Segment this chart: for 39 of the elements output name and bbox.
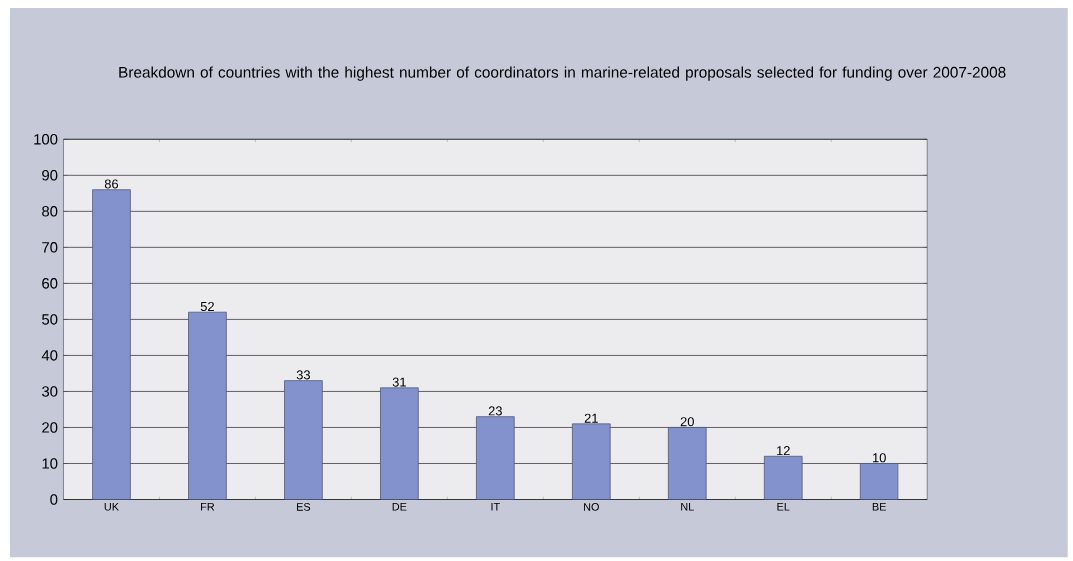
data-label: 23 bbox=[488, 406, 502, 416]
data-label: 10 bbox=[873, 453, 886, 463]
data-label: 52 bbox=[200, 301, 214, 311]
x-tick-label: NL bbox=[681, 502, 694, 511]
y-tick-label: 10 bbox=[42, 458, 58, 469]
chart-title: Breakdown of countries with the highest number of coordinators in marine-related proposals selected for funding over 2007-2008 bbox=[119, 66, 1006, 81]
bar bbox=[859, 462, 899, 500]
y-tick-label: 40 bbox=[41, 350, 58, 361]
x-tick-label: UK bbox=[104, 502, 119, 511]
x-tick-label: DE bbox=[392, 502, 407, 511]
y-tick-label: 90 bbox=[42, 169, 58, 181]
data-label: 12 bbox=[777, 445, 790, 455]
x-tick-label: NO bbox=[584, 502, 599, 511]
y-tick-label: 0 bbox=[50, 494, 58, 505]
bar bbox=[476, 416, 515, 500]
y-tick-label: 30 bbox=[42, 386, 58, 397]
data-label: 86 bbox=[104, 179, 119, 189]
x-tick-label: FR bbox=[201, 502, 215, 511]
y-tick-label: 100 bbox=[34, 133, 58, 145]
bar bbox=[667, 426, 707, 500]
y-tick-label: 70 bbox=[42, 242, 58, 253]
x-tick-label: EL bbox=[777, 502, 790, 511]
y-tick-label: 80 bbox=[42, 205, 58, 217]
data-label: 21 bbox=[584, 413, 598, 423]
bar bbox=[763, 455, 803, 500]
bar bbox=[92, 189, 131, 500]
x-tick-label: ES bbox=[297, 502, 311, 511]
y-tick-label: 60 bbox=[42, 278, 58, 289]
bar bbox=[571, 423, 611, 500]
data-label: 33 bbox=[296, 370, 310, 380]
data-label: 20 bbox=[680, 417, 694, 427]
data-label: 31 bbox=[392, 377, 406, 387]
x-tick-label: IT bbox=[491, 502, 500, 511]
y-tick-label: 20 bbox=[42, 422, 58, 433]
x-tick-label: BE bbox=[872, 502, 886, 511]
y-tick-label: 50 bbox=[42, 314, 58, 325]
bar bbox=[380, 387, 419, 500]
bar bbox=[284, 380, 323, 500]
bar bbox=[188, 311, 227, 500]
